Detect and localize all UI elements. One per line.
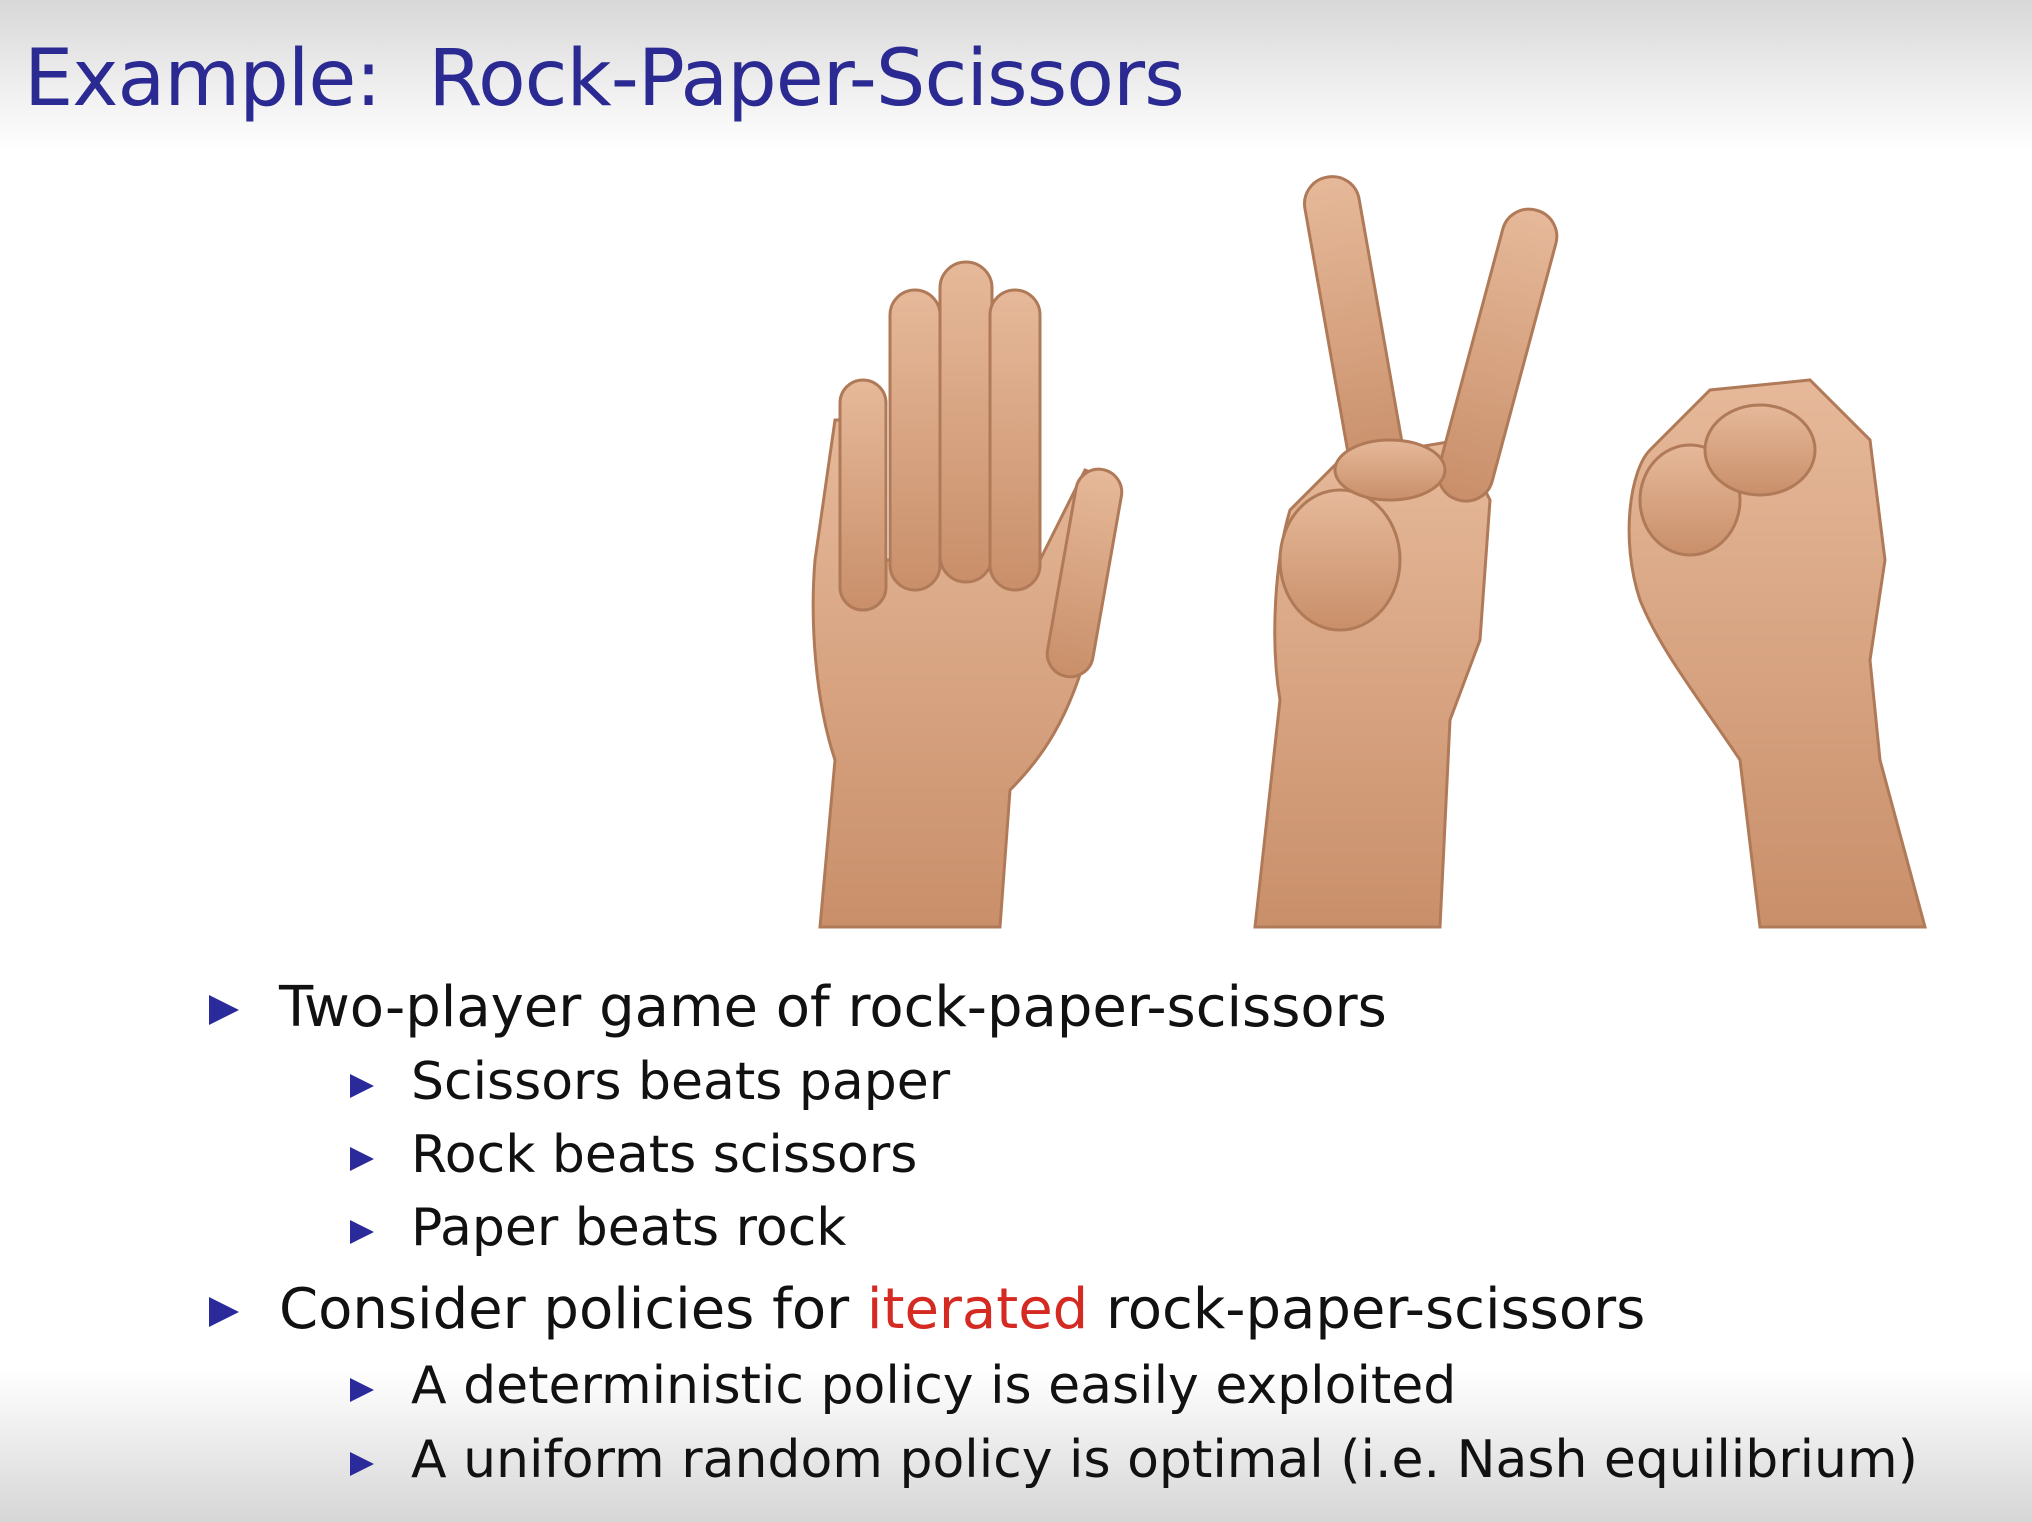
bullet-triangle — [209, 995, 239, 1025]
bullet-text: rock-paper-scissors — [1088, 1277, 1646, 1342]
bullet-triangle — [350, 1147, 374, 1171]
sub-bullet-item: Paper beats rock — [411, 1198, 847, 1258]
bullet-marker — [350, 1378, 374, 1402]
bullet-triangle — [350, 1378, 374, 1402]
bullet-triangle — [209, 1297, 239, 1327]
bullet-text: Two-player game of rock-paper-scissors — [279, 975, 1387, 1040]
bullet-text: iterated — [866, 1277, 1089, 1342]
bullet-marker — [350, 1074, 374, 1098]
bullet-text: Consider policies for — [279, 1277, 867, 1342]
bullet-triangle — [350, 1220, 374, 1244]
sub-bullet-item: A deterministic policy is easily exploit… — [411, 1356, 1457, 1416]
bullet-triangle — [350, 1074, 374, 1098]
bullet-marker — [209, 995, 239, 1025]
sub-bullet-item: Scissors beats paper — [411, 1052, 951, 1112]
sub-bullet-item: Rock beats scissors — [411, 1125, 918, 1185]
bullet-marker — [350, 1220, 374, 1244]
bullet-item: Consider policies for iterated rock-pape… — [279, 1277, 1645, 1342]
bullet-marker — [350, 1147, 374, 1171]
bullet-marker — [350, 1452, 374, 1476]
bullet-marker — [209, 1297, 239, 1327]
bullet-item: Two-player game of rock-paper-scissors — [279, 975, 1387, 1040]
sub-bullet-item: A uniform random policy is optimal (i.e.… — [411, 1430, 1918, 1490]
slide-title: Example: Rock-Paper-Scissors — [24, 34, 1185, 124]
bullet-triangle — [350, 1452, 374, 1476]
